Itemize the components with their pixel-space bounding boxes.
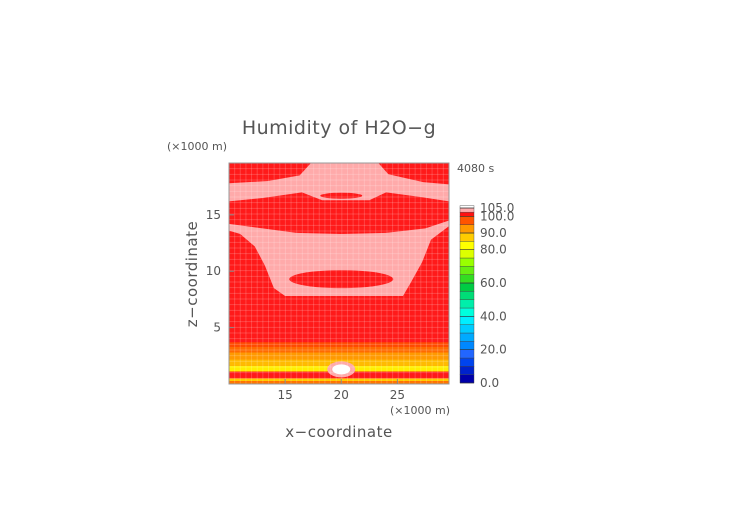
colorbar-label: 80.0 [480, 243, 507, 257]
cell-grid [229, 163, 449, 384]
colorbar-label: 90.0 [480, 226, 507, 240]
colorbar-swatch [459, 232, 475, 242]
z-unit-label: (×1000 m) [167, 140, 227, 153]
colorbar-swatch [459, 282, 475, 292]
field-surface-bubble [332, 364, 351, 375]
y-ticks: 5 10 15 [206, 208, 234, 335]
colorbar-swatch [459, 341, 475, 350]
colorbar-swatch [459, 224, 475, 234]
colorbar-swatch [459, 324, 475, 334]
x-axis-title: x−coordinate [285, 423, 392, 441]
x-tick-label: 25 [390, 388, 405, 402]
field-low-band [229, 346, 449, 353]
colorbar-swatch [459, 357, 475, 367]
y-tick-label: 15 [206, 208, 221, 222]
colorbar-swatch [459, 241, 475, 250]
colorbar-swatch [459, 374, 475, 384]
field-middle-bowl [229, 220, 449, 297]
colorbar-swatch [459, 349, 475, 359]
colorbar-swatch [459, 316, 475, 325]
colorbar-label: 105.0 [480, 201, 514, 215]
colorbar-swatch [459, 299, 475, 309]
chart-title: Humidity of H2O−g [242, 117, 436, 139]
x-unit-label: (×1000 m) [390, 404, 450, 417]
field-upper-cap [229, 163, 449, 202]
field-cap-slit [320, 192, 363, 199]
y-tick-label: 10 [206, 264, 221, 278]
colorbar-swatch [459, 211, 475, 217]
colorbar-swatch [459, 257, 475, 267]
field-bowl-core [289, 270, 394, 289]
colorbar-label: 100.0 [480, 209, 514, 223]
y-tick-label: 5 [213, 321, 221, 335]
x-ticks: 15 20 25 [277, 379, 405, 402]
colorbar-swatch [459, 366, 475, 375]
colorbar-swatch [459, 274, 475, 284]
plot-area [229, 163, 449, 384]
colorbar-swatch [459, 249, 475, 259]
field-low-band [229, 342, 449, 347]
colorbar-swatch [459, 216, 475, 225]
field-low-band [229, 381, 449, 384]
colorbar-swatch [459, 291, 475, 300]
colorbar-swatch [459, 205, 475, 209]
x-tick-label: 15 [277, 388, 292, 402]
field-low-band [229, 352, 449, 360]
colorbar-swatch [459, 207, 475, 213]
field-low-band [229, 378, 449, 382]
colorbar-swatch [459, 307, 475, 317]
colorbar-swatch [459, 266, 475, 275]
colorbar-label: 40.0 [480, 309, 507, 323]
x-tick-label: 20 [334, 388, 349, 402]
colorbar-swatch [459, 332, 475, 342]
colorbar-label: 60.0 [480, 276, 507, 290]
time-label: 4080 s [457, 162, 494, 175]
colorbar-label: 20.0 [480, 343, 507, 357]
colorbar-label: 0.0 [480, 376, 499, 390]
y-axis-title: z−coordinate [183, 221, 201, 327]
plot-frame [228, 162, 450, 385]
